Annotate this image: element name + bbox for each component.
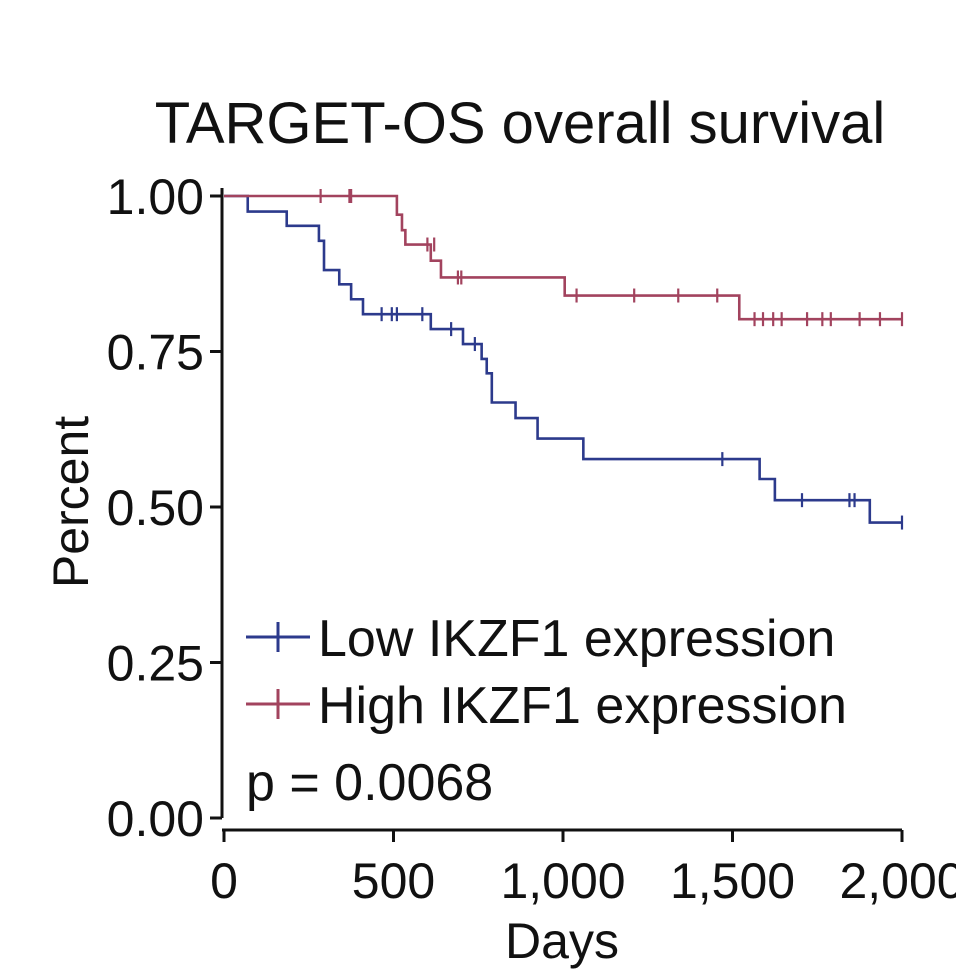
x-tick-label: 2,000 xyxy=(839,853,956,909)
x-tick-label: 500 xyxy=(352,853,435,909)
y-tick-label: 0.00 xyxy=(107,791,204,847)
y-tick-label: 0.75 xyxy=(107,325,204,381)
legend-label-high: High IKZF1 expression xyxy=(318,677,847,735)
y-tick-label: 0.50 xyxy=(107,480,204,536)
p-value-annotation: p = 0.0068 xyxy=(246,754,493,812)
y-tick-label: 1.00 xyxy=(107,169,204,225)
legend: Low IKZF1 expression High IKZF1 expressi… xyxy=(246,610,847,735)
y-axis-title: Percent xyxy=(43,416,99,588)
chart-title: TARGET-OS overall survival xyxy=(155,91,886,156)
x-axis-title: Days xyxy=(505,913,619,969)
survival-curve-high xyxy=(224,194,902,321)
series-layer xyxy=(224,189,904,530)
x-axis-ticks: 0 500 1,000 1,500 2,000 xyxy=(210,830,956,909)
survival-curve-low xyxy=(224,194,902,524)
y-tick-label: 0.25 xyxy=(107,636,204,692)
x-tick-label: 0 xyxy=(210,853,238,909)
y-axis-ticks: 0.00 0.25 0.50 0.75 1.00 xyxy=(107,169,222,847)
x-tick-label: 1,000 xyxy=(500,853,625,909)
legend-label-low: Low IKZF1 expression xyxy=(318,610,835,668)
legend-item-high: High IKZF1 expression xyxy=(246,677,847,735)
series-high xyxy=(224,189,904,327)
series-low xyxy=(224,194,904,530)
legend-item-low: Low IKZF1 expression xyxy=(246,610,835,668)
x-tick-label: 1,500 xyxy=(670,853,795,909)
